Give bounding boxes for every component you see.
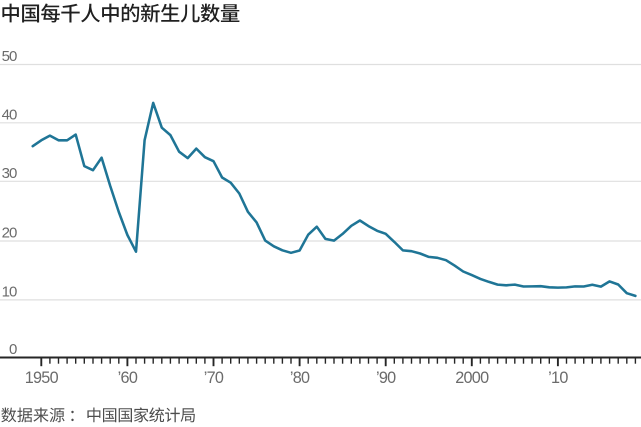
svg-text:2000: 2000 [455, 369, 489, 387]
svg-text:50: 50 [2, 48, 17, 65]
svg-text:1950: 1950 [25, 369, 59, 387]
svg-text:20: 20 [2, 225, 17, 242]
svg-text:0: 0 [9, 341, 17, 358]
svg-text:’70: ’70 [204, 369, 224, 387]
svg-text:’60: ’60 [118, 369, 138, 387]
svg-text:10: 10 [2, 283, 17, 300]
svg-text:’90: ’90 [376, 369, 396, 387]
svg-text:40: 40 [2, 106, 17, 123]
svg-text:30: 30 [2, 165, 17, 182]
svg-text:’80: ’80 [290, 369, 310, 387]
svg-text:’10: ’10 [548, 369, 568, 387]
